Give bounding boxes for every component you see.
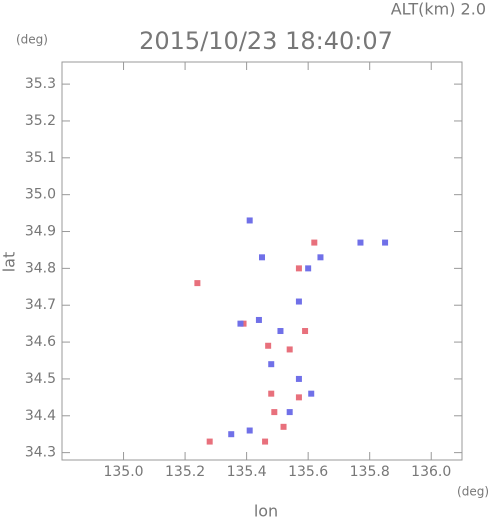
echo-point xyxy=(317,254,324,261)
echo-point xyxy=(259,254,265,261)
echo-point xyxy=(280,423,287,430)
echo-point xyxy=(295,298,302,305)
y-tick-label: 34.3 xyxy=(25,445,56,461)
x-tick-label: 135.8 xyxy=(350,464,390,480)
echo-point xyxy=(295,375,302,382)
x-tick-label: 135.0 xyxy=(103,464,143,480)
echo-point xyxy=(246,217,253,224)
y-tick-label: 34.7 xyxy=(25,297,56,313)
echo-point xyxy=(246,427,253,434)
echo-point xyxy=(277,328,284,335)
echo-point xyxy=(286,409,293,416)
x-tick-label: 135.6 xyxy=(288,464,328,480)
echo-point xyxy=(268,361,275,368)
echo-point xyxy=(295,265,302,272)
echo-point xyxy=(382,239,389,246)
echo-point xyxy=(262,438,269,445)
echo-point xyxy=(237,320,244,327)
y-tick-label: 35.2 xyxy=(25,113,56,129)
y-tick-label: 34.4 xyxy=(25,408,56,424)
altitude: ALT(km) 2.0 xyxy=(391,0,486,19)
y-tick-label: 34.5 xyxy=(25,371,56,387)
y-tick-label: 34.6 xyxy=(25,334,56,350)
echo-point xyxy=(271,409,278,416)
echo-point xyxy=(311,239,318,246)
y-tick-label: 34.8 xyxy=(25,260,56,276)
plot-frame xyxy=(61,61,463,461)
y-tick-label: 35.0 xyxy=(25,187,56,203)
y-unit: (deg) xyxy=(16,33,48,47)
x-tick-label: 136.0 xyxy=(411,464,451,480)
x-tick-label: 135.4 xyxy=(227,464,267,480)
x-unit: (deg) xyxy=(457,485,489,499)
echo-point xyxy=(357,239,364,246)
echo-point xyxy=(228,431,235,438)
echo-point xyxy=(194,280,201,287)
echo-point xyxy=(308,390,315,397)
echo-point xyxy=(286,346,293,353)
echo-point xyxy=(302,328,309,335)
y-tick-label: 35.1 xyxy=(25,150,56,166)
echo-point xyxy=(268,390,275,397)
y-tick-label: 35.3 xyxy=(25,76,56,92)
echo-point xyxy=(295,394,302,401)
y-axis-label: lat xyxy=(0,252,19,273)
chart-title: 2015/10/23 18:40:07 xyxy=(139,27,393,55)
y-tick-label: 34.9 xyxy=(25,224,56,240)
echo-point xyxy=(305,265,312,272)
echo-point xyxy=(206,438,213,445)
echo-point xyxy=(255,316,262,323)
x-tick-label: 135.2 xyxy=(165,464,205,480)
echo-point xyxy=(265,342,272,349)
echo-point xyxy=(240,320,247,327)
x-axis-label: lon xyxy=(254,502,278,521)
